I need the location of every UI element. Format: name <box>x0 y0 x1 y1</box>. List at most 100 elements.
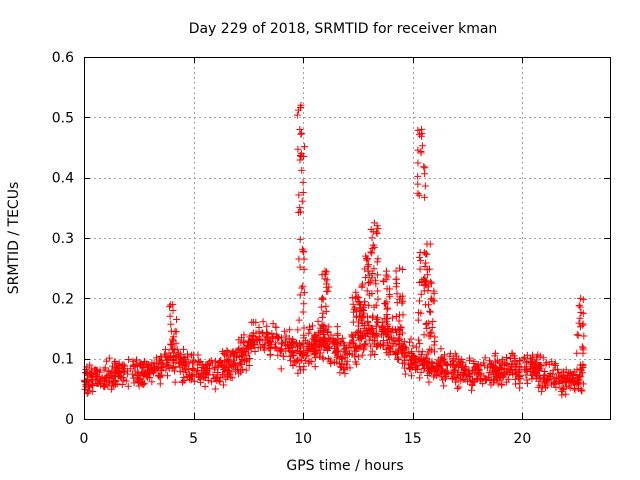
data-point <box>562 374 570 382</box>
data-point <box>431 338 439 346</box>
data-point <box>149 362 157 370</box>
data-point <box>115 372 123 380</box>
data-point <box>237 334 245 342</box>
data-point <box>485 369 493 377</box>
data-point <box>82 368 90 376</box>
data-point <box>216 378 224 386</box>
data-point <box>170 356 178 364</box>
data-point <box>209 371 217 379</box>
data-point <box>194 361 202 369</box>
data-point <box>372 301 380 309</box>
data-point <box>362 340 370 348</box>
data-point <box>449 354 457 362</box>
data-point <box>368 314 376 322</box>
data-point <box>415 253 423 261</box>
data-point <box>317 303 325 311</box>
data-point <box>401 370 409 378</box>
data-point <box>211 385 219 393</box>
data-point <box>470 359 478 367</box>
data-point <box>466 356 474 364</box>
data-point <box>163 372 171 380</box>
data-point <box>421 263 429 271</box>
data-point <box>298 129 306 137</box>
data-point <box>386 293 394 301</box>
data-point <box>349 318 357 326</box>
data-point <box>420 163 428 171</box>
data-point <box>103 357 111 365</box>
data-point <box>223 363 231 371</box>
data-point <box>414 180 422 188</box>
data-point <box>422 259 430 267</box>
data-point <box>550 375 558 383</box>
data-point <box>152 354 160 362</box>
data-point <box>418 142 426 150</box>
data-point <box>375 340 383 348</box>
data-point <box>552 383 560 391</box>
data-point <box>548 358 556 366</box>
data-point <box>299 178 307 186</box>
points-layer <box>81 101 588 399</box>
data-point <box>368 244 376 252</box>
x-tick-label: 15 <box>404 431 422 447</box>
chart-title: Day 229 of 2018, SRMTID for receiver kma… <box>189 21 498 37</box>
data-point <box>299 308 307 316</box>
data-point <box>407 357 415 365</box>
data-point <box>130 379 138 387</box>
data-point <box>396 293 404 301</box>
data-point <box>373 329 381 337</box>
data-point <box>157 367 165 375</box>
data-point <box>374 295 382 303</box>
data-point <box>296 235 304 243</box>
data-point <box>111 364 119 372</box>
data-point <box>144 369 152 377</box>
data-point <box>396 330 404 338</box>
data-point <box>539 354 547 362</box>
data-point <box>190 377 198 385</box>
data-point <box>576 303 584 311</box>
data-point <box>440 382 448 390</box>
data-point <box>300 255 308 263</box>
data-point <box>93 377 101 385</box>
data-point <box>323 287 331 295</box>
data-point <box>341 344 349 352</box>
data-point <box>120 368 128 376</box>
data-point <box>351 352 359 360</box>
data-point <box>264 339 272 347</box>
data-point <box>354 353 362 361</box>
data-point <box>148 378 156 386</box>
data-point <box>167 340 175 348</box>
data-point <box>400 351 408 359</box>
data-point <box>306 325 314 333</box>
data-point <box>416 374 424 382</box>
data-point <box>333 323 341 331</box>
data-point <box>119 364 127 372</box>
data-point <box>534 351 542 359</box>
data-point <box>197 369 205 377</box>
data-point <box>576 294 584 302</box>
data-point <box>558 391 566 399</box>
data-point <box>148 359 156 367</box>
data-point <box>348 294 356 302</box>
data-point <box>453 384 461 392</box>
data-point <box>311 354 319 362</box>
data-point <box>358 319 366 327</box>
data-point <box>420 248 428 256</box>
data-point <box>163 361 171 369</box>
data-point <box>89 387 97 395</box>
data-point <box>412 355 420 363</box>
data-point <box>322 343 330 351</box>
data-point <box>417 290 425 298</box>
data-point <box>512 370 520 378</box>
data-point <box>551 360 559 368</box>
data-point <box>351 304 359 312</box>
data-point <box>414 189 422 197</box>
data-point <box>362 274 370 282</box>
data-point <box>436 357 444 365</box>
data-point <box>349 300 357 308</box>
data-point <box>430 373 438 381</box>
data-point <box>229 361 237 369</box>
data-point <box>407 335 415 343</box>
data-point <box>414 316 422 324</box>
data-point <box>422 250 430 258</box>
data-point <box>286 326 294 334</box>
